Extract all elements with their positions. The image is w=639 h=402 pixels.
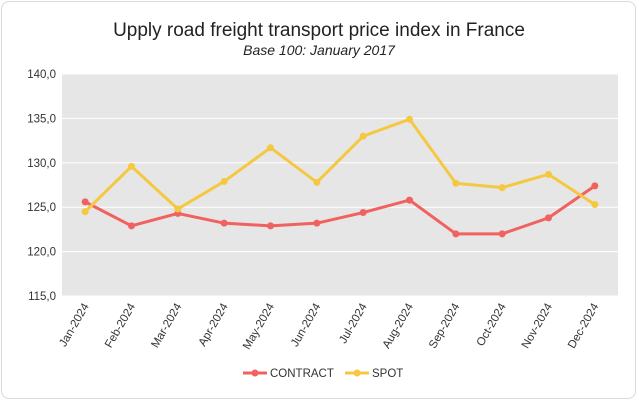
x-tick-label: May-2024	[241, 301, 277, 352]
data-point-spot	[406, 115, 413, 123]
data-point-spot	[359, 132, 367, 140]
plot-area	[62, 74, 618, 296]
x-tick-label: Apr-2024	[197, 301, 231, 348]
data-point-contract	[313, 219, 321, 227]
data-point-spot	[545, 170, 552, 178]
y-axis: 115,0 120,0 125,0 130,0 135,0 140,0	[27, 69, 56, 303]
y-tick-label: 140,0	[27, 69, 56, 81]
data-point-spot	[452, 179, 460, 187]
grid-lines	[62, 73, 618, 297]
series-layer	[81, 115, 599, 238]
y-tick-label: 115,0	[28, 291, 56, 303]
chart-title: Upply road freight transport price index…	[113, 20, 525, 41]
chart-subtitle: Base 100: January 2017	[243, 42, 396, 58]
legend-label-spot: SPOT	[372, 368, 403, 380]
x-tick-label: Dec-2024	[566, 301, 602, 351]
series-line-spot	[84, 117, 596, 213]
legend-marker-contract	[251, 369, 259, 377]
data-point-spot	[498, 184, 506, 192]
legend: CONTRACT SPOT	[243, 368, 403, 380]
y-tick-label: 120,0	[27, 247, 56, 259]
legend-label-contract: CONTRACT	[270, 368, 334, 380]
x-tick-label: Aug-2024	[381, 301, 417, 351]
x-tick-label: Nov-2024	[520, 301, 556, 351]
data-point-spot	[313, 178, 321, 186]
data-point-contract	[406, 196, 413, 204]
legend-marker-spot	[353, 369, 361, 377]
x-tick-label: Jul-2024	[337, 301, 370, 346]
data-point-contract	[267, 222, 274, 230]
data-point-contract	[220, 219, 228, 227]
x-tick-label: Mar-2024	[149, 301, 184, 350]
data-point-spot	[591, 201, 599, 209]
data-point-spot	[220, 177, 228, 185]
data-point-contract	[452, 230, 460, 238]
x-tick-label: Jan-2024	[57, 301, 92, 349]
data-point-contract	[128, 222, 135, 230]
x-tick-label: Oct-2024	[475, 301, 509, 348]
x-tick-label: Feb-2024	[103, 301, 138, 350]
data-point-contract	[359, 209, 367, 217]
x-axis: Jan-2024 Feb-2024 Mar-2024 Apr-2024 May-2024…	[57, 301, 601, 352]
data-point-contract	[545, 214, 552, 222]
data-point-spot	[81, 208, 89, 216]
data-point-spot	[267, 144, 274, 152]
data-point-spot	[174, 205, 182, 213]
x-tick-label: Sep-2024	[427, 301, 463, 351]
data-point-spot	[128, 162, 135, 170]
y-tick-label: 125,0	[27, 202, 56, 214]
y-tick-label: 135,0	[27, 113, 56, 125]
y-tick-label: 130,0	[27, 158, 56, 170]
series-line-contract	[84, 184, 596, 236]
data-point-contract	[498, 230, 506, 238]
data-point-contract	[81, 198, 89, 206]
x-tick-label: Jun-2024	[289, 301, 324, 349]
data-point-contract	[591, 182, 599, 190]
